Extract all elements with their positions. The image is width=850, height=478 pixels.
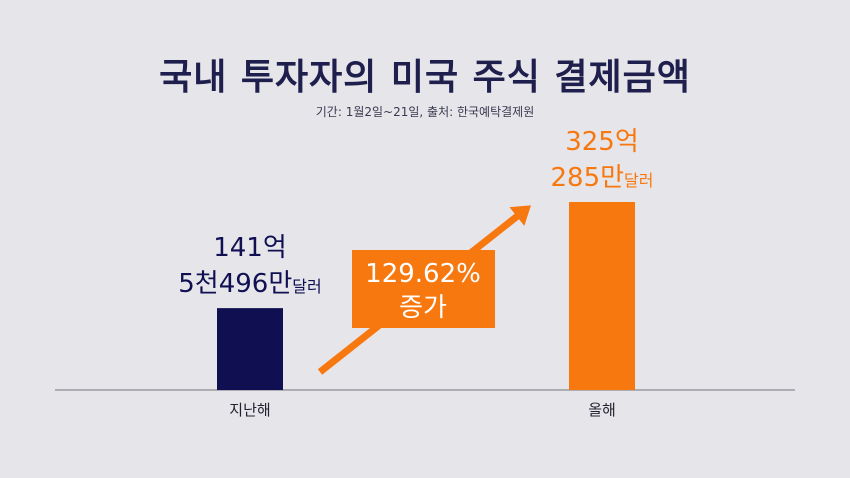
increase-annotation-word: 증가 bbox=[399, 293, 447, 323]
x-tick-label: 올해 bbox=[588, 401, 616, 419]
bar-last-year bbox=[217, 308, 283, 390]
data-label-line1: 325억 bbox=[565, 127, 639, 157]
chart-subtitle: 기간: 1월2일~21일, 출처: 한국예탁결제원 bbox=[315, 105, 535, 119]
x-tick-label: 지난해 bbox=[229, 401, 270, 419]
chart-title: 국내 투자자의 미국 주식 결제금액 bbox=[159, 57, 691, 98]
data-label-line2: 285만달러 bbox=[551, 163, 654, 193]
increase-annotation-box bbox=[352, 250, 495, 328]
bar-this-year bbox=[569, 202, 635, 390]
data-label-line1: 141억 bbox=[213, 233, 287, 263]
data-label-line2: 5천496만달러 bbox=[178, 269, 321, 299]
increase-annotation-percent: 129.62% bbox=[365, 259, 481, 289]
increase-arrow-head bbox=[509, 205, 531, 226]
